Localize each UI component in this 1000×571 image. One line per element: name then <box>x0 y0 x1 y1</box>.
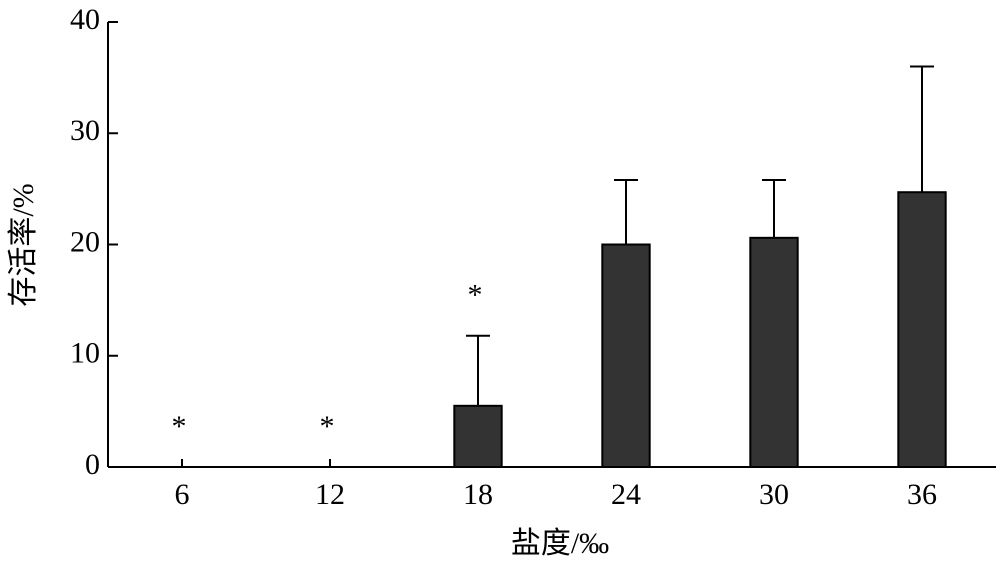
y-tick-label: 40 <box>70 3 100 36</box>
x-tick-label: 18 <box>463 478 493 511</box>
significance-mark: * <box>172 410 187 443</box>
significance-mark: * <box>468 279 483 312</box>
bar <box>749 236 799 468</box>
y-axis-label: 存活率/% <box>7 183 40 306</box>
bar <box>601 243 651 468</box>
x-axis-label: 盐度/‰ <box>511 527 609 560</box>
x-tick-label: 24 <box>611 478 641 511</box>
x-tick-label: 12 <box>315 478 345 511</box>
bar <box>453 404 503 468</box>
bar <box>897 191 947 468</box>
x-tick-label: 30 <box>759 478 789 511</box>
y-tick-label: 0 <box>85 448 100 481</box>
x-tick-label: 6 <box>175 478 190 511</box>
y-tick-label: 10 <box>70 337 100 370</box>
significance-mark: * <box>320 410 335 443</box>
y-tick-label: 30 <box>70 114 100 147</box>
x-tick-label: 36 <box>907 478 937 511</box>
y-tick-label: 20 <box>70 225 100 258</box>
